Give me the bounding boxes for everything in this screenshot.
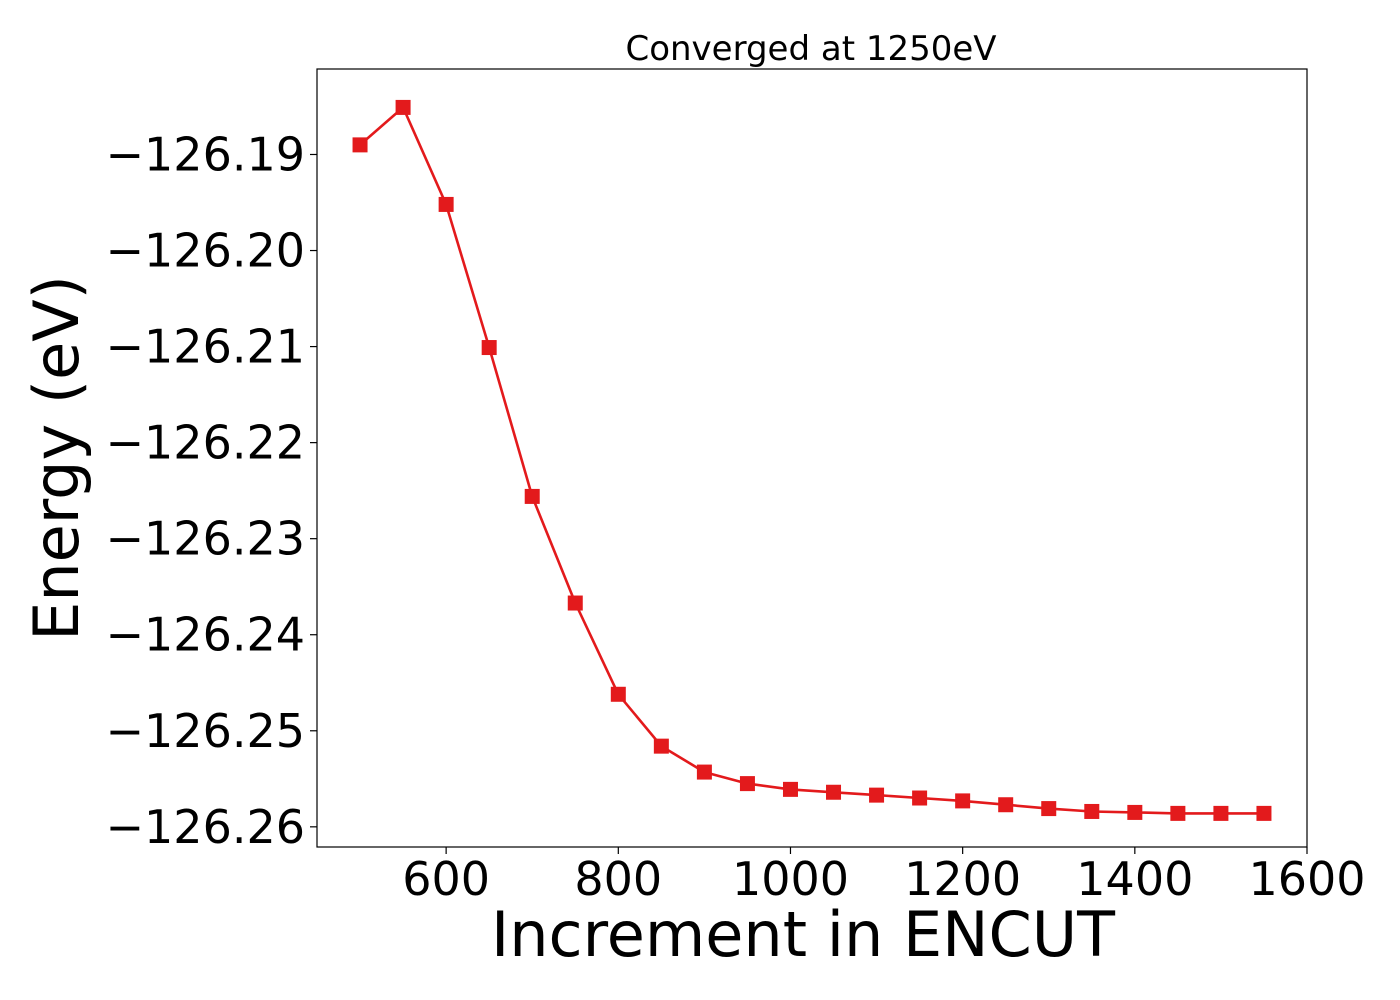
data-point-marker: [524, 488, 540, 504]
data-point-marker: [653, 738, 669, 754]
data-point-marker: [1127, 804, 1143, 820]
data-point-marker: [739, 776, 755, 792]
plot-frame: [316, 68, 1308, 848]
y-tick-label: −126.25: [106, 704, 306, 758]
data-point-marker: [1170, 805, 1186, 821]
x-tick-label: 1000: [732, 852, 849, 906]
y-tick-label: −126.22: [106, 416, 306, 470]
x-tick-label: 600: [402, 852, 490, 906]
x-tick-label: 1600: [1248, 852, 1365, 906]
y-tick-label: −126.24: [106, 608, 306, 662]
data-point-marker: [696, 764, 712, 780]
x-tick-label: 800: [574, 852, 662, 906]
x-tick-label: 1400: [1076, 852, 1193, 906]
y-tick-label: −126.19: [106, 127, 306, 181]
data-point-marker: [955, 793, 971, 809]
data-point-marker: [1041, 801, 1057, 817]
data-point-marker: [826, 784, 842, 800]
data-point-marker: [998, 797, 1014, 813]
data-point-marker: [1213, 805, 1229, 821]
data-point-marker: [782, 781, 798, 797]
data-point-marker: [1084, 803, 1100, 819]
data-point-marker: [567, 595, 583, 611]
data-point-marker: [610, 686, 626, 702]
data-point-marker: [481, 340, 497, 356]
y-tick-label: −126.20: [106, 224, 306, 278]
data-point-marker: [1256, 805, 1272, 821]
series-layer: [352, 99, 1272, 821]
data-point-marker: [912, 790, 928, 806]
y-axis-ticks: −126.19 −126.20 −126.21 −126.22 −126.23 −126.…: [106, 127, 317, 854]
series-line: [359, 106, 1264, 815]
y-axis-label: Energy (eV): [20, 275, 93, 641]
chart-title: Converged at 1250eV: [625, 29, 996, 69]
x-axis-label: Increment in ENCUT: [491, 898, 1116, 971]
y-tick-label: −126.23: [106, 512, 306, 566]
data-point-marker: [438, 196, 454, 212]
y-tick-label: −126.21: [106, 320, 306, 374]
x-tick-label: 1200: [904, 852, 1021, 906]
data-point-marker: [395, 99, 411, 115]
data-point-marker: [869, 787, 885, 803]
data-point-marker: [352, 137, 368, 153]
x-axis-ticks: 600 800 1000 1200 1400 1600: [402, 847, 1366, 906]
y-tick-label: −126.26: [106, 800, 306, 854]
